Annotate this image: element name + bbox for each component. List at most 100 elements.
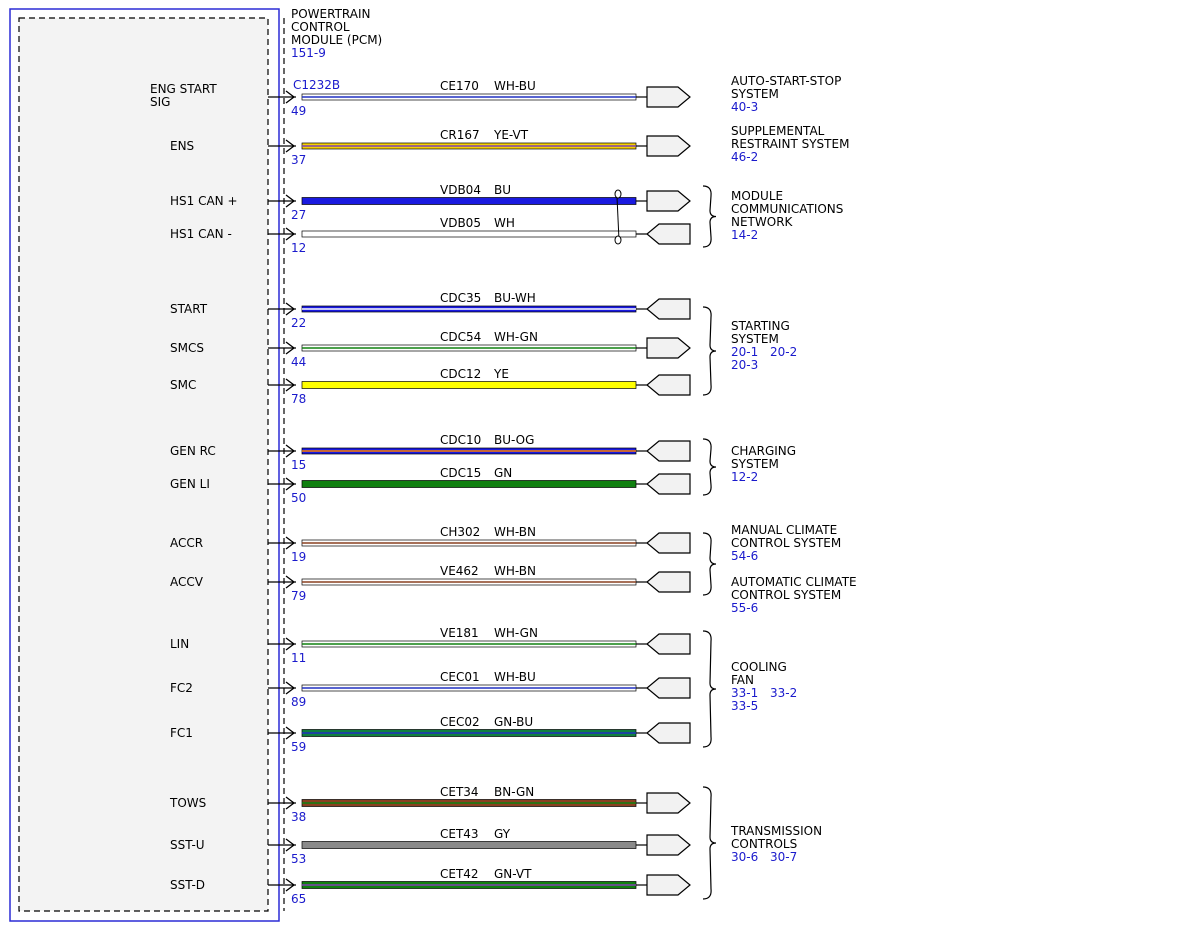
brace-icon [702,185,717,248]
wire-color-code: GN-VT [494,867,532,881]
pcm-inner-box [18,17,269,912]
wire-color-code: GN [494,466,512,480]
signal-label: ACCV [170,575,204,589]
system-name: TRANSMISSION [730,824,822,838]
pcm-outer-box [9,8,280,922]
system-name: AUTO-START-STOP [731,74,841,88]
circuit-id: CDC10 [440,433,481,447]
circuit-id: CEC02 [440,715,480,729]
signal-label: ENG START [150,82,217,96]
circuit-row-cdc54: SMCS 44 CDC54 WH-GN [170,330,691,369]
system-name: FAN [731,673,754,687]
circuit-row-cdc35: START 22 CDC35 BU-WH [170,291,691,330]
circuit-row-cr167: ENS 37 CR167 YE-VT [170,128,691,167]
wire [301,197,637,205]
module-page-ref: 151-9 [291,46,326,60]
signal-label: LIN [170,637,189,651]
wire [301,381,637,389]
system-name: MODULE [731,189,783,203]
signal-label: START [170,302,208,316]
pin-number: 53 [291,852,306,866]
signal-label: SMCS [170,341,204,355]
circuit-id: CEC01 [440,670,480,684]
circuit-id: CH302 [440,525,480,539]
connector-arrow-icon [646,337,691,359]
circuit-row-ve181: LIN 11 VE181 WH-GN [170,626,691,665]
connector-arrow-icon [646,440,691,462]
connector-arrow-icon [646,633,691,655]
pin-number: 44 [291,355,306,369]
signal-label: FC2 [170,681,193,695]
pin-number: 78 [291,392,306,406]
circuit-id: CDC15 [440,466,481,480]
circuit-id: CET43 [440,827,479,841]
signal-label: GEN LI [170,477,210,491]
circuit-id: CET34 [440,785,479,799]
signal-label: SST-U [170,838,205,852]
pin-number: 59 [291,740,306,754]
connector-arrow-icon [646,874,691,896]
connector-arrow-icon [646,86,691,108]
pin-number: 89 [291,695,306,709]
system-page-ref: 12-2 [731,470,758,484]
circuit-row-ve462: ACCV 79 VE462 WH-BN [170,564,691,603]
pin-arrow-icon [285,341,296,355]
circuit-id: CDC54 [440,330,481,344]
system-name: COMMUNICATIONS [731,202,843,216]
circuit-id: CR167 [440,128,480,142]
pin-arrow-icon [285,575,296,589]
circuit-id: CDC35 [440,291,481,305]
system-page-ref: 33-2 [770,686,797,700]
circuit-id: VE181 [440,626,479,640]
wire-color-code: WH [494,216,515,230]
circuit-id: VDB04 [440,183,481,197]
connector-arrow-icon [646,374,691,396]
system-groups: AUTO-START-STOPSYSTEM40-3SUPPLEMENTALRES… [702,74,857,900]
wire-color-code: YE-VT [493,128,529,142]
system-page-ref: 33-5 [731,699,758,713]
connector-arrow-icon [646,298,691,320]
module-title-line-2: CONTROL [291,20,350,34]
system-name: SYSTEM [731,457,779,471]
twisted-pair-icon [614,189,622,245]
pin-number: 11 [291,651,306,665]
system-name: CHARGING [731,444,796,458]
signal-label: ENS [170,139,194,153]
brace-icon [702,438,717,496]
brace-icon [702,532,717,596]
pin-arrow-icon [285,139,296,153]
wire-color-code: BU [494,183,511,197]
wire-color-code: WH-BU [494,670,536,684]
system-name: CONTROL SYSTEM [731,588,841,602]
system-page-ref: 14-2 [731,228,758,242]
pin-arrow-icon [285,681,296,695]
module-title-line-3: MODULE (PCM) [291,33,382,47]
connector-arrow-icon [646,677,691,699]
signal-label: GEN RC [170,444,216,458]
system-page-ref: 40-3 [731,100,758,114]
wire-color-code: GY [494,827,511,841]
pin-number: 65 [291,892,306,906]
signal-label: TOWS [169,796,206,810]
signal-label: HS1 CAN - [170,227,232,241]
circuit-row-cdc15: GEN LI 50 CDC15 GN [170,466,691,505]
circuit-row-cec01: FC2 89 CEC01 WH-BU [170,670,691,709]
system-name: CONTROLS [731,837,797,851]
wire [301,480,637,488]
circuit-row-cet43: SST-U 53 CET43 GY [170,827,691,866]
connector-arrow-icon [646,532,691,554]
wire-color-code: YE [493,367,509,381]
connector-arrow-icon [646,571,691,593]
circuit-row-cec02: FC1 59 CEC02 GN-BU [170,715,691,754]
circuit-id: CE170 [440,79,479,93]
circuit-row-cet34: TOWS 38 CET34 BN-GN [169,785,691,824]
